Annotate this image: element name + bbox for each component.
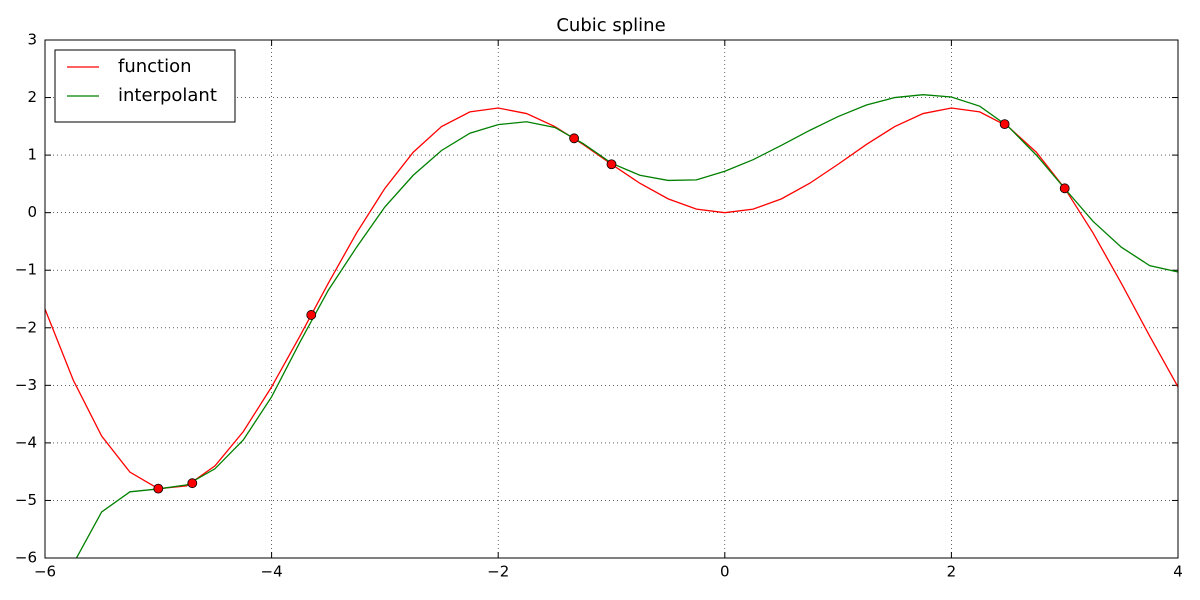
plot-frame bbox=[44, 39, 1179, 559]
x-tick-label: 0 bbox=[720, 563, 730, 581]
y-tick-label: −1 bbox=[15, 261, 37, 279]
legend-label: function bbox=[118, 56, 192, 77]
y-tick-label: 3 bbox=[27, 31, 37, 49]
point bbox=[187, 478, 198, 489]
y-tick-label: 2 bbox=[27, 88, 37, 106]
x-tick-label: 4 bbox=[1173, 563, 1183, 581]
point bbox=[1059, 183, 1070, 194]
plot-area bbox=[45, 94, 1178, 558]
x-tick-label: −4 bbox=[261, 563, 283, 581]
legend bbox=[54, 49, 236, 123]
point bbox=[153, 483, 164, 494]
x-tick-label: −2 bbox=[487, 563, 509, 581]
y-tick-label: 0 bbox=[27, 203, 37, 221]
point bbox=[306, 310, 317, 320]
y-tick-label: −2 bbox=[15, 318, 37, 336]
y-tick-label: 1 bbox=[27, 146, 37, 164]
x-tick-label: 2 bbox=[947, 563, 957, 581]
y-tick-label: −4 bbox=[15, 433, 37, 451]
y-tick-label: −5 bbox=[15, 491, 37, 509]
point bbox=[569, 133, 580, 144]
chart-title: Cubic spline bbox=[556, 15, 665, 36]
point bbox=[606, 159, 617, 170]
y-tick-label: −6 bbox=[15, 549, 37, 567]
x-tick-label: −6 bbox=[34, 563, 56, 581]
legend-label: interpolant bbox=[118, 85, 217, 106]
y-tick-label: −3 bbox=[15, 376, 37, 394]
line bbox=[75, 94, 1178, 558]
point bbox=[999, 119, 1010, 130]
